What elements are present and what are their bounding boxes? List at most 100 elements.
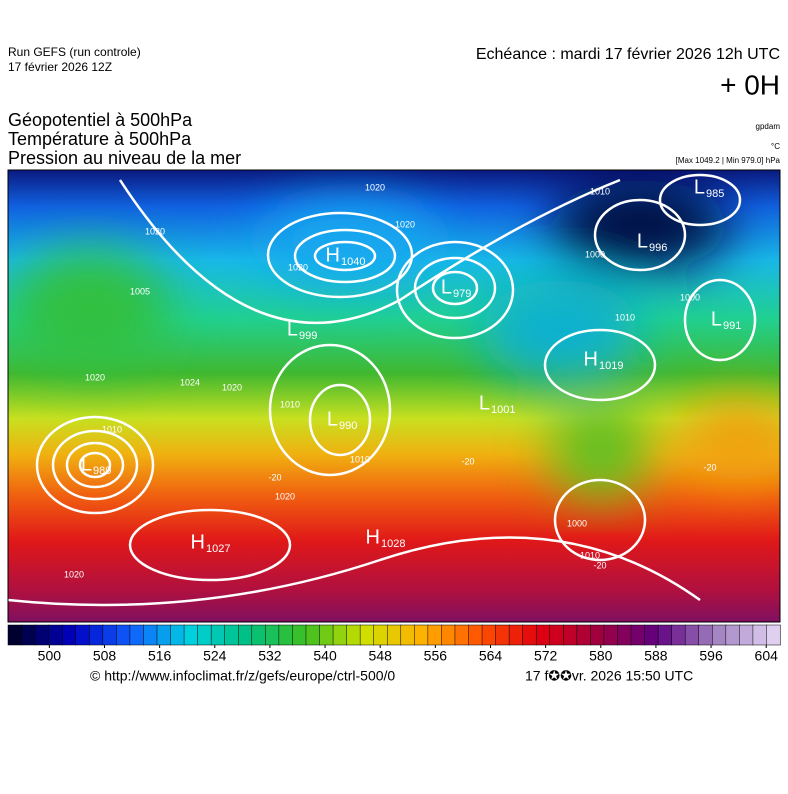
colorbar-swatch: [630, 624, 646, 646]
colorbar-swatch: [89, 624, 104, 646]
field: Pression au niveau de la mer: [8, 148, 241, 168]
colorbar-swatch: [712, 624, 727, 646]
contour-label: 1010: [102, 424, 122, 434]
colorbar-swatch: [332, 624, 348, 646]
center-value: 1001: [491, 404, 515, 416]
map: [8, 170, 780, 622]
center-letter: H: [366, 526, 380, 548]
unit: [Max 1049.2 | Min 979.0] hPa: [676, 156, 781, 165]
colorbar-swatch: [224, 624, 239, 646]
center-value: 985: [706, 188, 724, 200]
colorbar-swatch: [319, 624, 334, 646]
colorbar-swatch: [698, 624, 714, 646]
contour-label: -20: [593, 560, 606, 570]
colorbar: 500 508 516 524 532 540 548 556 564 572 580 588 596 6…: [7, 624, 781, 664]
colorbar-swatch: [305, 624, 321, 646]
center-letter: H: [584, 348, 598, 370]
contour-label: 1010: [590, 186, 610, 196]
colorbar-swatch: [468, 624, 483, 646]
echeance: Echéance : mardi 17 février 2026 12h UTC: [476, 46, 780, 63]
field: Température à 500hPa: [8, 129, 192, 149]
center-letter: H: [191, 531, 205, 553]
colorbar-swatch: [102, 624, 118, 646]
center-letter: L: [479, 392, 490, 414]
colorbar-swatch: [170, 624, 185, 646]
map-frame: [7, 169, 781, 623]
colorbar-tick-label: 540: [313, 648, 337, 664]
footer-url: © http://www.infoclimat.fr/z/gefs/europe…: [90, 668, 395, 684]
center-letter: L: [287, 318, 298, 340]
footer-time: 17 f✪✪vr. 2026 15:50 UTC: [525, 668, 693, 684]
contour-label: 1020: [288, 262, 308, 272]
colorbar-swatch: [481, 624, 497, 646]
colorbar-swatch: [346, 624, 361, 646]
colorbar-tick-label: 604: [755, 648, 779, 664]
colorbar-swatch: [563, 624, 578, 646]
colorbar-swatch: [197, 624, 212, 646]
colorbar-swatch: [34, 624, 50, 646]
colorbar-tick-label: 516: [148, 648, 172, 664]
colorbar-swatch: [7, 624, 23, 646]
colorbar-swatch: [427, 624, 443, 646]
contour-label: 1020: [145, 226, 165, 236]
center-letter: L: [327, 408, 338, 430]
colorbar-swatch: [251, 624, 267, 646]
colorbar-swatch: [739, 624, 754, 646]
contour-label: 1000: [585, 249, 605, 259]
colorbar-swatch: [495, 624, 510, 646]
colorbar-swatch: [576, 624, 592, 646]
contour-label: 1020: [85, 372, 105, 382]
contour-label: 1024: [180, 377, 200, 387]
colorbar-swatch: [21, 624, 36, 646]
colorbar-swatch: [265, 624, 280, 646]
run-date: 17 février 2026 12Z: [8, 60, 112, 74]
colorbar-swatch: [414, 624, 429, 646]
colorbar-swatch: [725, 624, 741, 646]
colorbar-swatch: [617, 624, 632, 646]
contour-label: 1010: [350, 454, 370, 464]
colorbar-swatch: [292, 624, 307, 646]
colorbar-swatch: [454, 624, 470, 646]
center-letter: L: [81, 453, 92, 475]
colorbar-swatch: [535, 624, 551, 646]
colorbar-tick-label: 524: [203, 648, 227, 664]
contour-label: 1000: [680, 292, 700, 302]
colorbar-tick-label: 572: [534, 648, 558, 664]
colorbar-swatch: [373, 624, 388, 646]
colorbar-swatch: [766, 624, 781, 646]
run: Run GEFS (run controle): [8, 45, 141, 59]
colorbar-swatch: [237, 624, 253, 646]
colorbar-swatch: [156, 624, 172, 646]
center-letter: L: [441, 276, 452, 298]
contour-label: 1020: [365, 182, 385, 192]
colorbar-tick-label: 588: [644, 648, 668, 664]
contour-label: -20: [703, 462, 716, 472]
colorbar-tick-label: 532: [258, 648, 282, 664]
contour-label: 1020: [395, 219, 415, 229]
center-value: 999: [299, 330, 317, 342]
colorbar-swatch: [441, 624, 456, 646]
colorbar-swatch: [129, 624, 145, 646]
colorbar-swatch: [386, 624, 402, 646]
colorbar-swatch: [183, 624, 199, 646]
colorbar-swatch: [143, 624, 158, 646]
contour-label: -20: [461, 456, 474, 466]
center-value: 1027: [206, 543, 230, 555]
center-value: 1028: [381, 538, 405, 550]
center-value: 1040: [341, 256, 365, 268]
contour-label: 1000: [567, 518, 587, 528]
colorbar-tick-label: 564: [479, 648, 503, 664]
center-value: 996: [649, 242, 667, 254]
colorbar-tick-label: 556: [424, 648, 448, 664]
colorbar-swatch: [522, 624, 537, 646]
colorbar-swatch: [508, 624, 524, 646]
colorbar-swatch: [116, 624, 131, 646]
colorbar-swatch: [752, 624, 768, 646]
colorbar-swatch: [590, 624, 605, 646]
colorbar-tick-label: 596: [699, 648, 723, 664]
contour-label: 1005: [130, 286, 150, 296]
center-letter: L: [694, 176, 705, 198]
colorbar-swatch: [644, 624, 659, 646]
colorbar-swatch: [549, 624, 565, 646]
colorbar-tick-label: 548: [369, 648, 393, 664]
